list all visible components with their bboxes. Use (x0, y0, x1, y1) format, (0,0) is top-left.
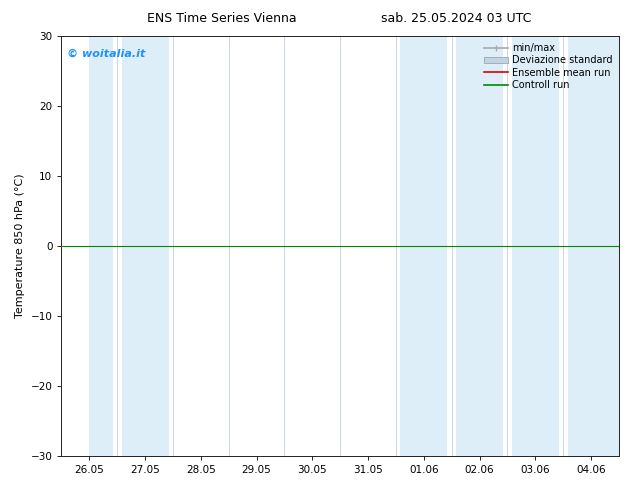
Bar (456, 36, 503, 456)
Bar (512, 36, 559, 456)
Text: © woitalia.it: © woitalia.it (67, 49, 145, 59)
Text: ENS Time Series Vienna: ENS Time Series Vienna (147, 12, 297, 25)
Bar (401, 36, 447, 456)
Text: sab. 25.05.2024 03 UTC: sab. 25.05.2024 03 UTC (381, 12, 532, 25)
Legend: min/max, Deviazione standard, Ensemble mean run, Controll run: min/max, Deviazione standard, Ensemble m… (482, 41, 614, 92)
Y-axis label: Temperature 850 hPa (°C): Temperature 850 hPa (°C) (15, 174, 25, 318)
Bar (567, 36, 619, 456)
Bar (122, 36, 169, 456)
Bar (89, 36, 113, 456)
